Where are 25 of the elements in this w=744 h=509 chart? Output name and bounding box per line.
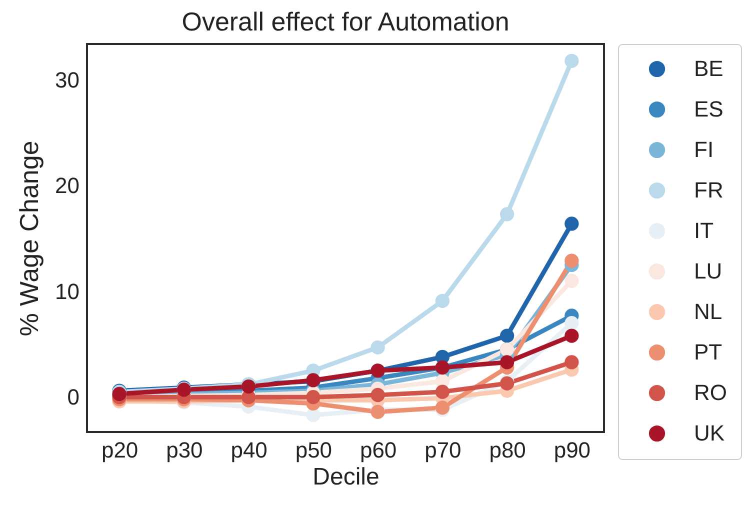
y-axis-title: % Wage Change (14, 140, 44, 336)
y-tick-label: 20 (55, 173, 80, 198)
x-tick-label: p20 (101, 438, 138, 462)
legend-label: PT (694, 340, 722, 364)
legend-label: ES (694, 96, 724, 122)
legend-label: IT (694, 218, 714, 243)
x-tick-label: p50 (295, 438, 332, 462)
legend-label: FI (694, 137, 714, 162)
y-tick-label: 10 (55, 278, 80, 304)
x-tick-label: p30 (166, 438, 203, 462)
y-tick-label: 0 (67, 384, 80, 410)
y-tick-label: 30 (55, 67, 80, 92)
legend-label: UK (694, 420, 725, 446)
x-tick-label: p40 (230, 438, 268, 462)
x-tick-label: p90 (554, 438, 591, 462)
legend-label: NL (694, 299, 722, 324)
legend-label: RO (694, 380, 727, 405)
x-tick-label: p70 (424, 438, 462, 462)
x-tick-label: p80 (489, 438, 526, 462)
x-axis-title: Decile (312, 464, 380, 490)
chart-title: Overall effect for Automation (182, 6, 510, 36)
legend-label: BE (694, 56, 724, 81)
legend-label: LU (694, 258, 722, 284)
legend-label: FR (694, 178, 724, 202)
x-tick-label: p60 (360, 438, 397, 462)
